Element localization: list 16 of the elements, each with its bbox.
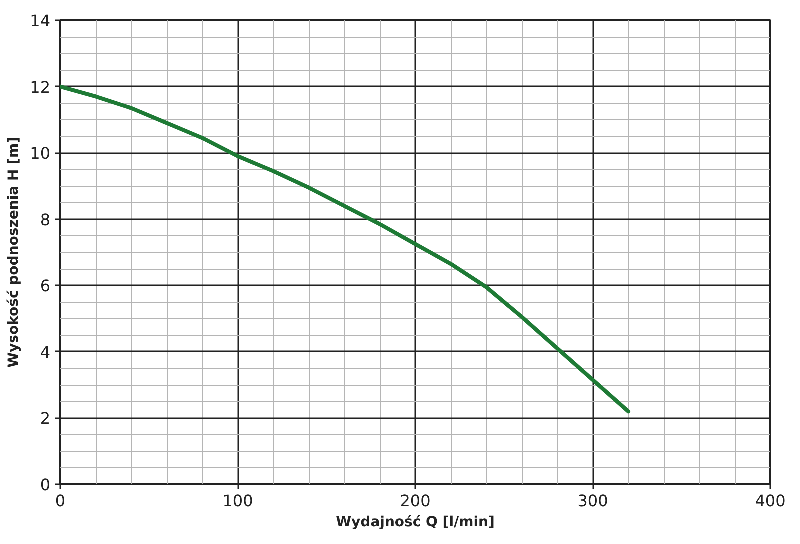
y-tick-label: 12 bbox=[30, 78, 50, 97]
y-tick-label: 6 bbox=[40, 276, 51, 296]
x-tick-label: 0 bbox=[55, 492, 66, 510]
y-tick-label: 8 bbox=[40, 210, 51, 230]
x-tick-label: 100 bbox=[222, 492, 254, 510]
y-tick-label: 0 bbox=[40, 476, 51, 494]
y-tick-label: 10 bbox=[30, 144, 50, 164]
x-tick-label: 300 bbox=[578, 492, 608, 510]
y-tick-label: 14 bbox=[30, 12, 50, 30]
x-tick-label: 400 bbox=[755, 492, 786, 510]
x-tick-label: 200 bbox=[400, 492, 431, 510]
x-axis-title: Wydajność Q [l/min] bbox=[336, 514, 495, 530]
y-tick-label: 2 bbox=[40, 409, 51, 428]
line-series bbox=[60, 84, 630, 414]
y-axis-title: Wysokość podnoszenia H [m] bbox=[6, 137, 22, 368]
y-tick-label: 4 bbox=[40, 342, 51, 362]
